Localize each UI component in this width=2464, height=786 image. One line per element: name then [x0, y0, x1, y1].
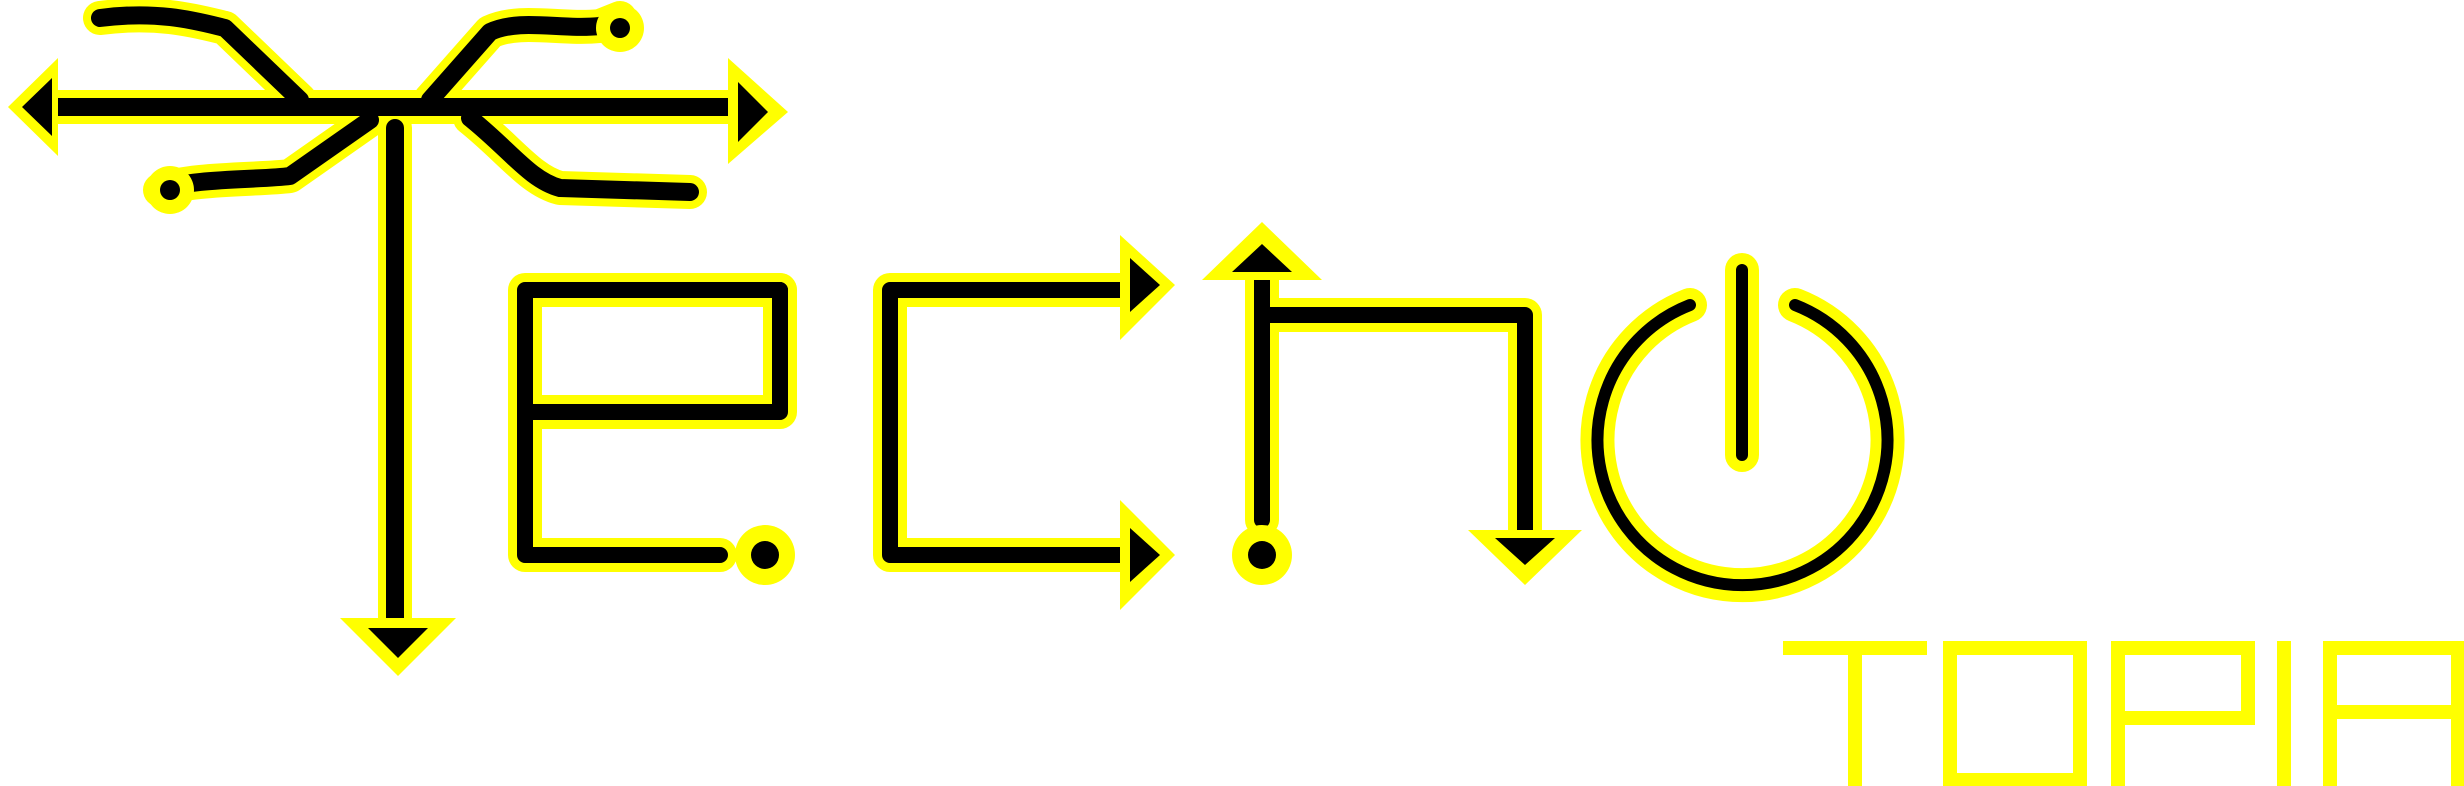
- letter-e: [508, 273, 797, 585]
- letter-t: [8, 0, 788, 676]
- topia-wordmark: [1783, 641, 2464, 786]
- letter-h: [1202, 222, 1582, 585]
- letter-c: [873, 235, 1175, 610]
- power-icon: [1580, 253, 1905, 603]
